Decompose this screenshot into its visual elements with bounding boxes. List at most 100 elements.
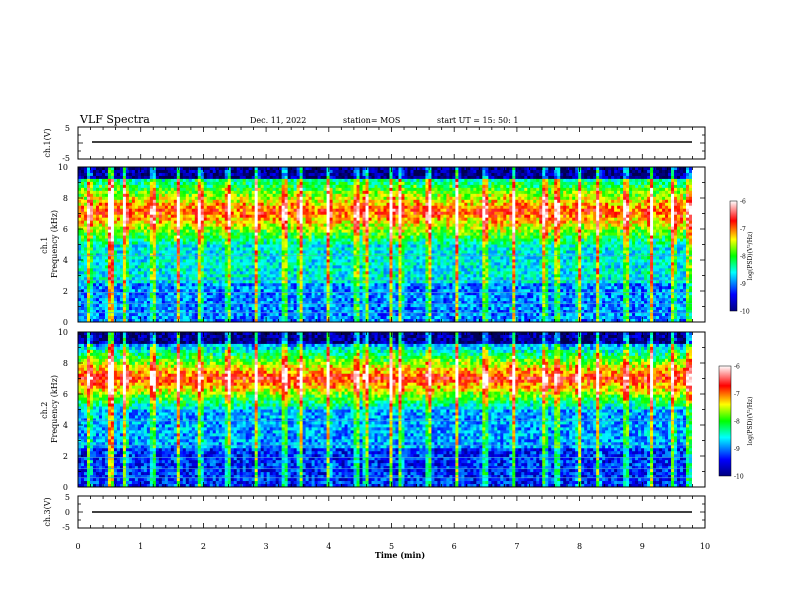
spectrogram-cell [179, 217, 184, 222]
spectrogram-cell [158, 187, 163, 192]
spectrogram-cell [305, 274, 310, 278]
spectrogram-cell [248, 310, 253, 314]
spectrogram-cell [260, 211, 265, 216]
spectrogram-cell [350, 214, 354, 219]
spectrogram-cell [206, 167, 211, 171]
spectrogram-cell [281, 193, 286, 198]
spectrogram-cell [356, 256, 360, 260]
spectrogram-cell [119, 250, 124, 254]
spectrogram-cell [236, 259, 241, 263]
spectrogram-cell [233, 292, 238, 296]
spectrogram-cell [323, 250, 327, 254]
spectrogram-cell [323, 226, 327, 230]
spectrogram-cell [338, 181, 342, 186]
spectrogram-cell [119, 289, 124, 293]
spectrogram-cell [101, 229, 106, 233]
spectrogram-cell [164, 274, 169, 278]
spectrogram-cell [278, 286, 283, 290]
spectrogram-cell [335, 304, 339, 308]
spectrogram-cell [224, 241, 229, 245]
spectrogram-cell [311, 304, 316, 308]
spectrogram-cell [176, 310, 181, 314]
spectrogram-cell [95, 283, 100, 287]
spectrogram-cell [194, 187, 199, 192]
spectrogram-cell [107, 175, 112, 180]
spectrogram-cell [92, 259, 97, 263]
spectrogram-cell [191, 262, 196, 266]
spectrogram-cell [335, 223, 339, 228]
spectrogram-cell [104, 172, 109, 177]
spectrogram-cell [239, 208, 244, 213]
spectrogram-cell [257, 271, 262, 275]
spectrogram-cell [275, 298, 280, 302]
spectrogram-cell [227, 202, 232, 207]
spectrogram-cell [221, 247, 226, 251]
spectrogram-cell [353, 199, 357, 204]
spectrogram-cell [305, 265, 310, 269]
spectrogram-cell [257, 319, 262, 322]
spectrogram-cell [95, 202, 100, 207]
spectrogram-cell [179, 307, 184, 311]
spectrogram-cell [92, 202, 97, 207]
spectrogram-cell [329, 220, 333, 225]
spectrogram-cell [89, 181, 94, 186]
spectrogram-cell [170, 262, 175, 266]
spectrogram-cell [332, 259, 336, 263]
spectrogram-cell [188, 223, 193, 228]
spectrogram-cell [311, 190, 316, 195]
spectrogram-cell [89, 292, 94, 296]
spectrogram-cell [104, 175, 109, 180]
spectrogram-cell [317, 169, 322, 174]
spectrogram-cell [218, 262, 223, 266]
spectrogram-cell [320, 229, 324, 233]
spectrogram-cell [78, 223, 82, 228]
spectrogram-cell [161, 184, 166, 189]
spectrogram-cell [215, 172, 220, 177]
spectrogram-cell [242, 202, 247, 207]
spectrogram-cell [203, 286, 208, 290]
spectrogram-cell [311, 247, 316, 251]
spectrogram-cell [263, 196, 268, 201]
spectrogram-cell [128, 178, 133, 183]
spectrogram-cell [185, 241, 190, 245]
spectrogram-cell [179, 229, 184, 233]
spectrogram-cell [95, 280, 100, 284]
spectrogram-cell [314, 217, 319, 222]
spectrogram-cell [155, 196, 160, 201]
spectrogram-cell [173, 262, 178, 266]
spectrogram-cell [119, 190, 124, 195]
spectrogram-cell [257, 298, 262, 302]
spectrogram-cell [81, 250, 85, 254]
spectrogram-cell [335, 256, 339, 260]
spectrogram-cell [143, 289, 148, 293]
spectrogram-cell [305, 277, 310, 281]
spectrogram-cell [323, 310, 327, 314]
spectrogram-cell [329, 316, 333, 320]
spectrogram-cell [269, 259, 274, 263]
spectrogram-cell [329, 208, 333, 213]
spectrogram-cell [140, 235, 145, 239]
spectrogram-cell [260, 167, 265, 171]
spectrogram-cell [272, 313, 277, 317]
spectrogram-cell [185, 205, 190, 210]
spectrogram-cell [269, 319, 274, 322]
spectrogram-cell [92, 175, 97, 180]
spectrogram-cell [308, 259, 313, 263]
spectrogram-cell [323, 295, 327, 299]
spectrogram-cell [332, 277, 336, 281]
spectrogram-cell [149, 277, 154, 281]
spectrogram-cell [134, 247, 139, 251]
spectrogram-cell [329, 295, 333, 299]
spectrogram-cell [335, 277, 339, 281]
spectrogram-cell [137, 208, 142, 213]
spectrogram-cell [278, 241, 283, 245]
spectrogram-cell [323, 232, 327, 236]
spectrogram-cell [251, 256, 256, 260]
spectrogram-cell [356, 226, 360, 230]
spectrogram-cell [218, 265, 223, 269]
spectrogram-cell [110, 316, 115, 320]
spectrogram-cell [257, 196, 262, 201]
spectrogram-cell [227, 304, 232, 308]
spectrogram-cell [278, 238, 283, 242]
spectrogram-cell [78, 235, 82, 239]
